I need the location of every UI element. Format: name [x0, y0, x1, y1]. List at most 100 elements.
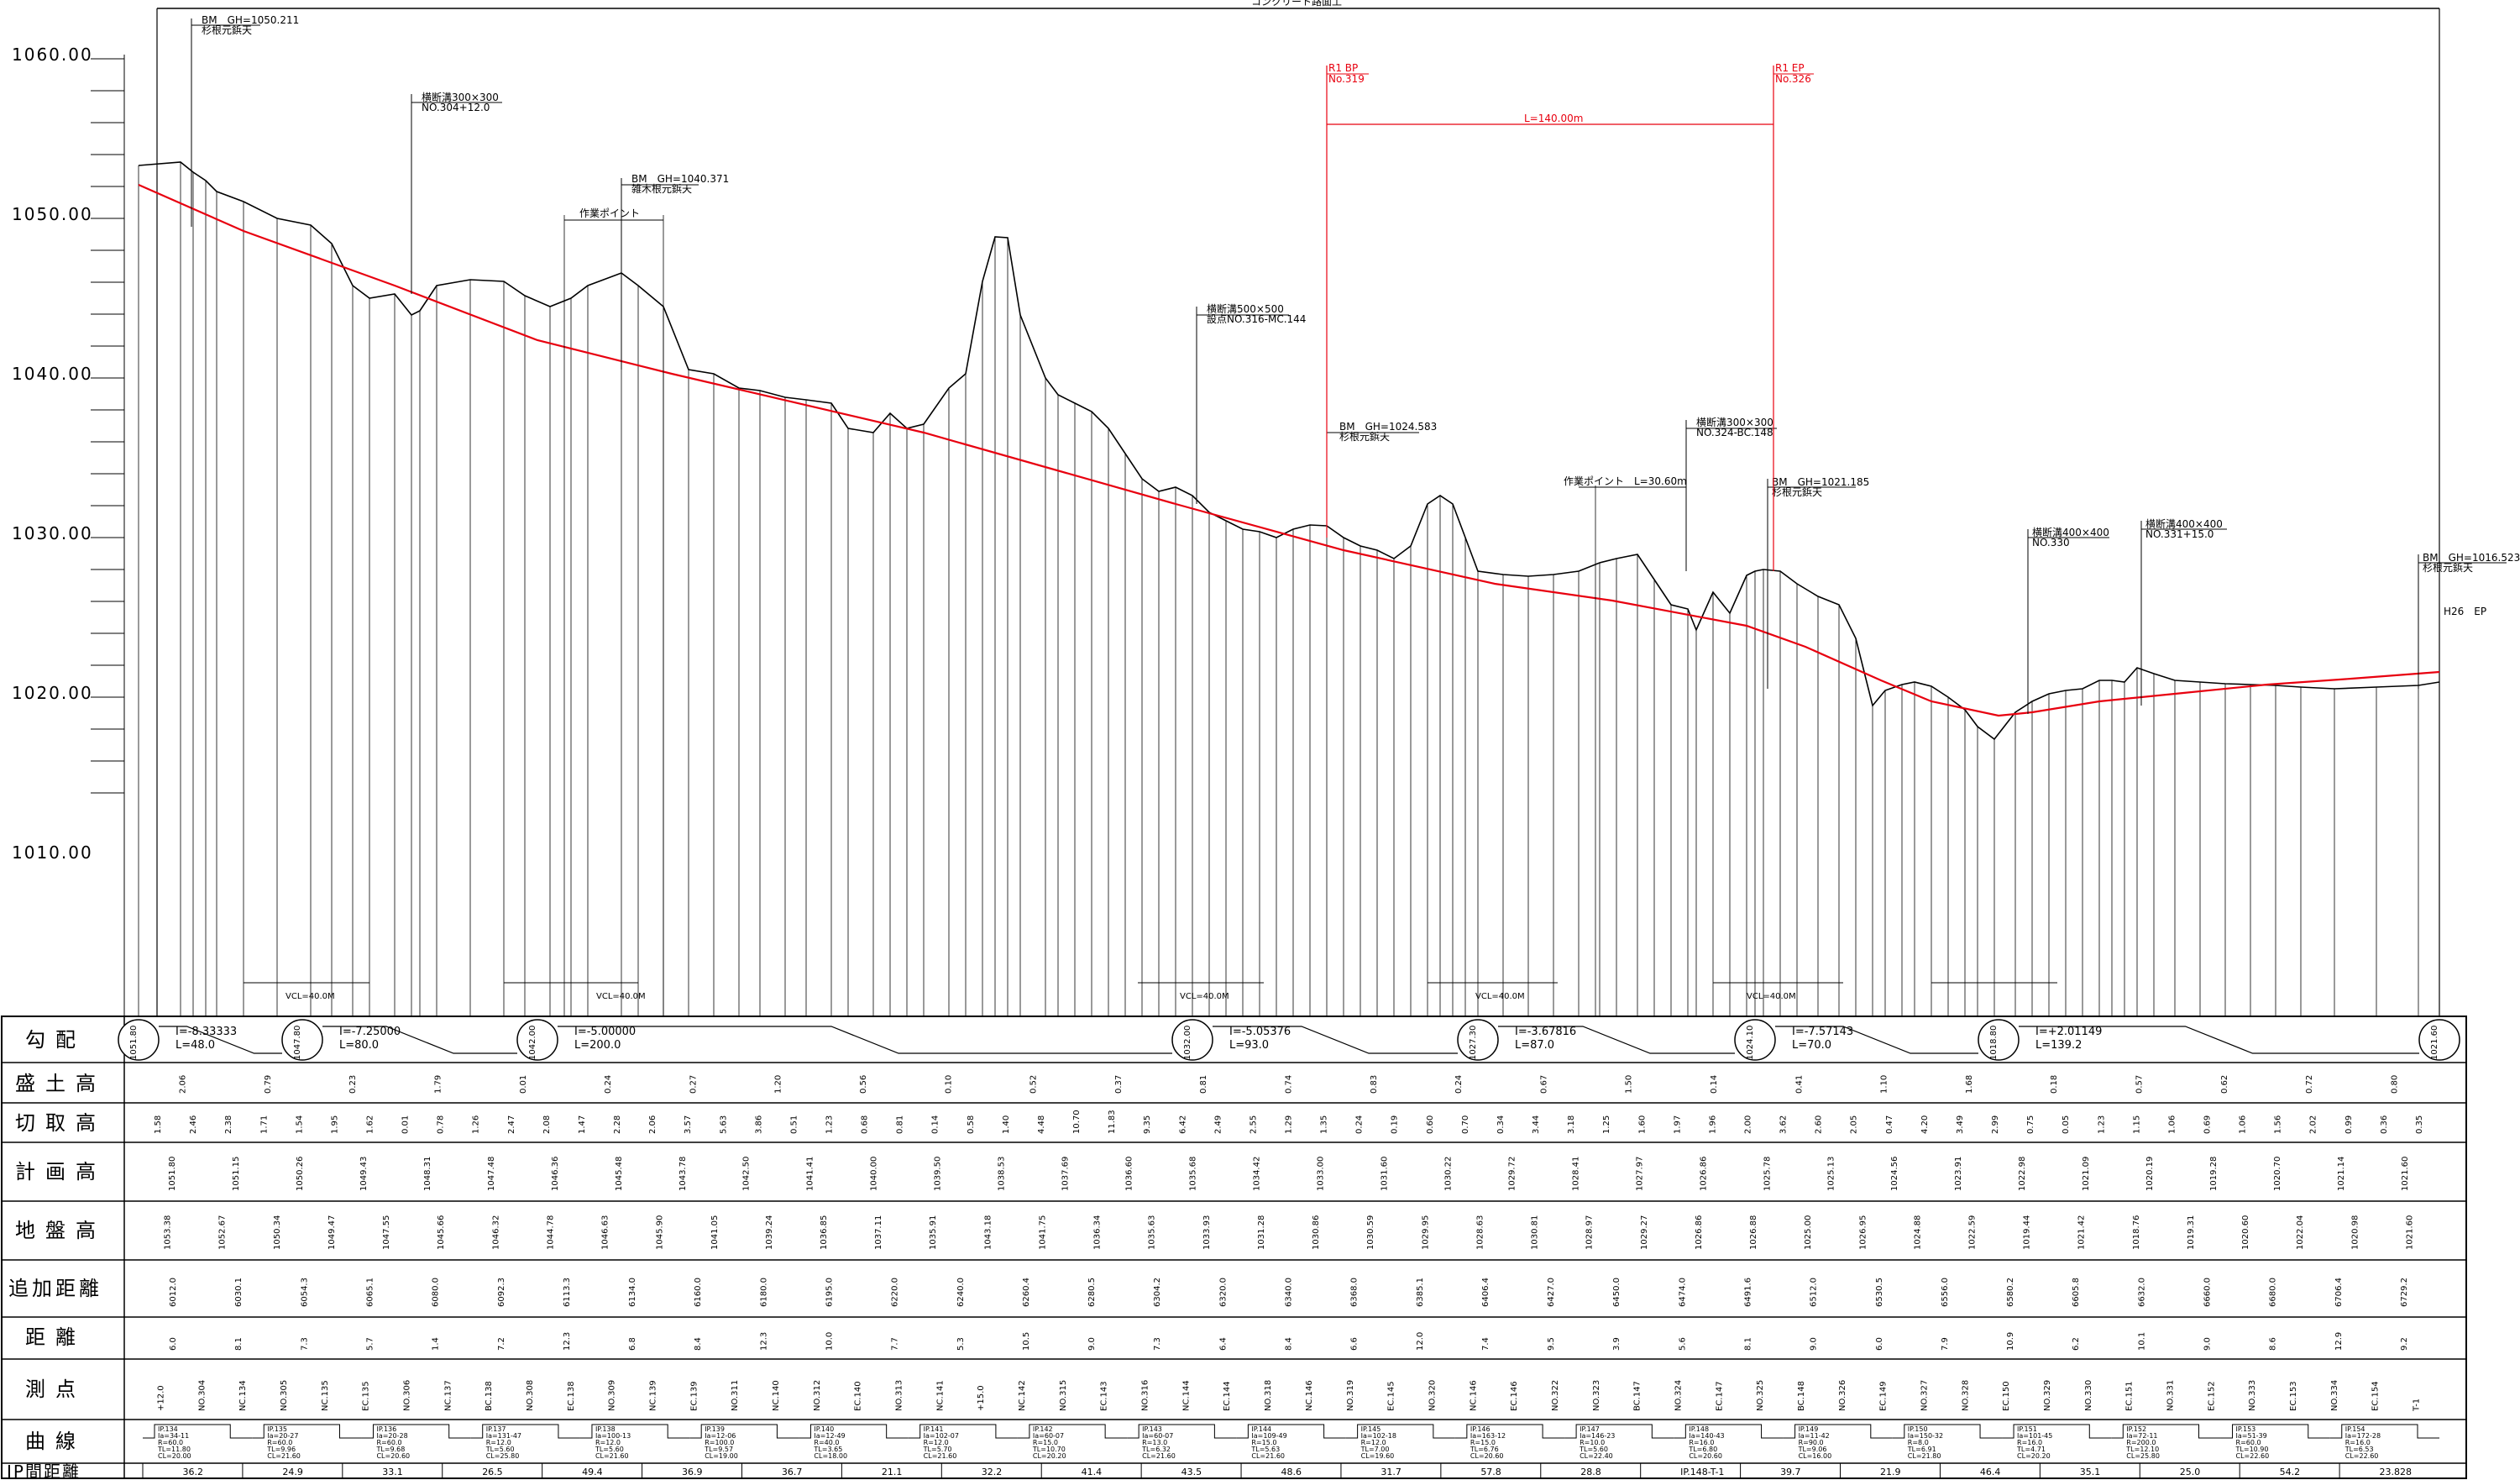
curve-param: TL=10.90	[2235, 1446, 2269, 1453]
grade-circle	[118, 1019, 160, 1061]
curve-param: Ia=163-12	[1470, 1432, 1506, 1440]
curve-bracket	[2002, 1424, 2112, 1439]
grade-length: L=70.0	[1792, 1039, 1831, 1052]
cut-value: 0.34	[1496, 1115, 1506, 1134]
station-value: NO.325	[1756, 1380, 1765, 1411]
cumulative-value: 6605.8	[2072, 1278, 2081, 1307]
curve-param: Ia=109-49	[1251, 1432, 1286, 1440]
annotation-drain-2: 横断溝500×500 設点NO.316-MC.144	[1196, 302, 1306, 504]
ip-distance-value: 24.9	[282, 1467, 303, 1477]
distance-value: 9.0	[2203, 1337, 2213, 1351]
plan-value: 1020.70	[2273, 1157, 2282, 1191]
annotation-drain-1: 横断溝300×300 NO.304+12.0	[411, 91, 502, 294]
grade-value: I=-5.00000	[574, 1026, 636, 1038]
svg-text:NO.304+12.0: NO.304+12.0	[422, 102, 490, 113]
cumulative-value: 6385.1	[1416, 1278, 1425, 1307]
cumulative-value: 6580.2	[2006, 1278, 2015, 1307]
plan-value: 1020.19	[2145, 1157, 2155, 1191]
ground-value: 1019.31	[2187, 1215, 2196, 1250]
cut-value: 2.02	[2309, 1115, 2318, 1134]
svg-text:No.319: No.319	[1328, 73, 1365, 85]
curve-param: R=12.0	[595, 1439, 621, 1446]
svg-text:NO.330: NO.330	[2032, 537, 2070, 548]
ground-value: 1025.00	[1804, 1215, 1813, 1250]
curve-param: TL=5.60	[1579, 1446, 1608, 1453]
curve-param: IP.154	[2345, 1425, 2365, 1433]
cut-value: 1.62	[366, 1115, 375, 1134]
station-value: NO.313	[895, 1380, 904, 1411]
cut-value: 2.06	[648, 1115, 658, 1134]
plan-value: 1027.97	[1635, 1157, 1644, 1191]
station-value: NC.134	[238, 1380, 248, 1411]
curve-param: Ia=20-28	[376, 1432, 407, 1440]
svg-text:杉根元鋲天: 杉根元鋲天	[202, 24, 252, 36]
grade-circle-label: 1051.80	[129, 1026, 139, 1060]
fill-value: 0.24	[604, 1075, 613, 1094]
curve-param: CL=22.40	[1580, 1452, 1613, 1460]
plan-value: 1047.48	[487, 1157, 496, 1191]
plan-value: 1049.43	[359, 1157, 369, 1191]
ground-value: 1031.28	[1257, 1215, 1266, 1250]
cut-value: 5.63	[719, 1115, 728, 1134]
station-value: NO.327	[1920, 1380, 1930, 1411]
ground-value: 1028.97	[1585, 1215, 1595, 1250]
ip-distance-row: 36.2 24.9 33.1 26.5 49.4 36.9 36.7 21.1 32.2 41.4…	[142, 1463, 2412, 1478]
curve-param: TL=12.10	[2125, 1446, 2159, 1453]
station-value: NO.329	[2043, 1380, 2052, 1411]
curve-param: TL=9.68	[375, 1446, 405, 1453]
cut-value: 0.47	[1885, 1115, 1894, 1134]
station-value: EC.149	[1879, 1381, 1889, 1411]
grade-segment	[558, 1026, 1172, 1054]
cumulative-value: 6080.0	[432, 1278, 441, 1307]
distance-value: 9.0	[1087, 1337, 1097, 1351]
cut-value: 1.23	[825, 1115, 835, 1134]
curve-param: Ia=12-06	[705, 1432, 736, 1440]
svg-text:BM GH=1040.371: BM GH=1040.371	[631, 173, 729, 185]
cut-value: 1.97	[1673, 1115, 1682, 1134]
curve-param: TL=6.76	[1470, 1446, 1499, 1453]
cut-value: 0.14	[931, 1115, 940, 1134]
station-value: NO.322	[1551, 1380, 1560, 1411]
cut-value: 2.46	[189, 1115, 198, 1134]
vcl-label-2: VCL=40.0M	[596, 992, 646, 1001]
curve-param: CL=21.60	[595, 1452, 629, 1460]
station-value: NO.326	[1838, 1380, 1847, 1411]
distance-value: 8.4	[1285, 1337, 1294, 1351]
annotation-bm-3: BM GH=1024.583 杉根元鋲天	[1326, 421, 1437, 538]
cumulative-value: 6134.0	[628, 1278, 637, 1307]
curve-bracket	[470, 1424, 580, 1439]
grade-segment	[159, 1026, 282, 1054]
svg-text:BM GH=1050.211: BM GH=1050.211	[202, 14, 299, 26]
curve-bracket	[799, 1424, 909, 1439]
cut-value: 11.83	[1108, 1110, 1117, 1134]
station-value: EC.150	[2002, 1381, 2011, 1411]
curve-bracket	[1017, 1424, 1128, 1439]
curve-bracket	[1892, 1424, 2003, 1439]
station-value: NC.142	[1018, 1380, 1027, 1411]
ground-value: 1049.47	[327, 1215, 337, 1250]
cut-value: 2.08	[542, 1115, 552, 1134]
curve-param: CL=21.60	[924, 1452, 957, 1460]
distance-value: 7.2	[497, 1337, 506, 1351]
grade-segment	[2019, 1026, 2419, 1054]
station-value: EC.147	[1715, 1381, 1724, 1411]
grade-value: I=+2.01149	[2035, 1026, 2102, 1038]
plan-value: 1034.42	[1253, 1157, 1262, 1191]
ground-value: 1029.95	[1421, 1215, 1430, 1250]
cumulative-value: 6030.1	[234, 1278, 244, 1307]
ground-value: 1026.95	[1858, 1215, 1868, 1250]
curve-param: R=90.0	[1799, 1439, 1824, 1446]
station-value: EC.154	[2371, 1381, 2381, 1411]
ground-value: 1030.81	[1531, 1215, 1540, 1250]
distance-value: 12.3	[563, 1332, 572, 1351]
curve-param: IP.134	[158, 1425, 178, 1433]
curve-param: TL=6.80	[1688, 1446, 1717, 1453]
cut-value: 0.24	[1355, 1115, 1365, 1134]
station-value: EC.143	[1100, 1381, 1109, 1411]
distance-value: 12.3	[759, 1332, 768, 1351]
station-value: NO.306	[402, 1380, 411, 1411]
distance-value: 5.3	[956, 1337, 966, 1351]
curve-param: Ia=12-49	[814, 1432, 845, 1440]
plan-value: 1038.53	[998, 1157, 1007, 1191]
station-value: NO.328	[1961, 1380, 1970, 1411]
